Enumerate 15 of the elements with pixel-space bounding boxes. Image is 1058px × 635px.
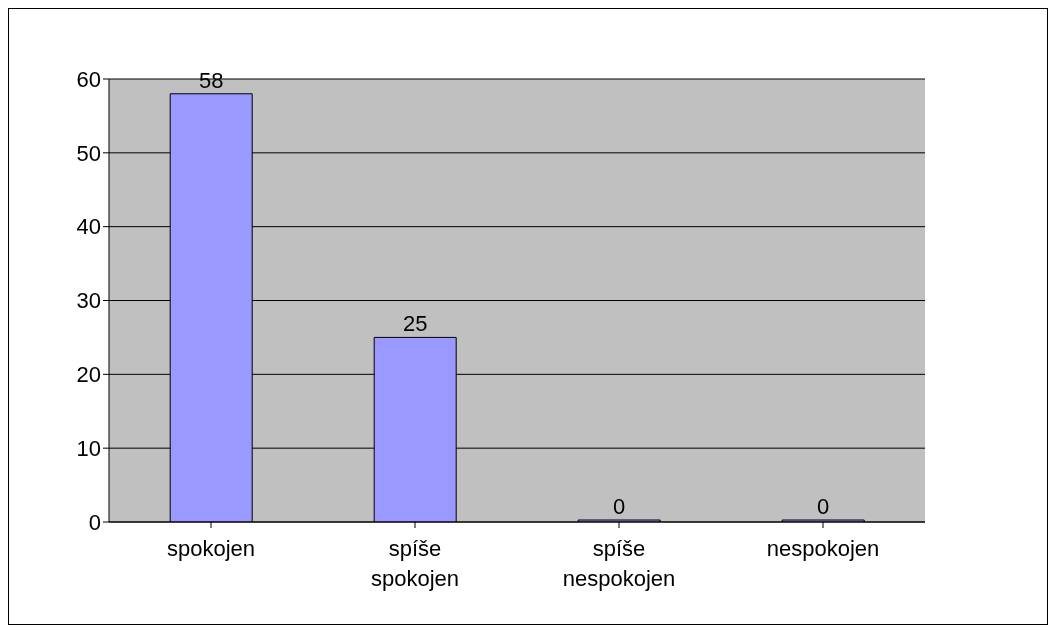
data-label: 0 [817, 494, 830, 519]
y-tick-label: 10 [76, 435, 101, 461]
x-tick-label: spokojen [166, 536, 256, 561]
y-tick-label: 20 [76, 362, 101, 388]
x-tick-label: spíše spokojen [370, 536, 460, 591]
y-tick-label: 30 [76, 288, 101, 314]
y-tick-label: 60 [76, 66, 101, 92]
x-tick-label: nespokojen [766, 536, 880, 561]
y-tick-label: 40 [76, 214, 101, 240]
x-tick-label: spíše nespokojen [562, 536, 676, 591]
data-label: 0 [613, 494, 626, 519]
data-label: 58 [198, 67, 224, 93]
y-tick-label: 50 [76, 140, 101, 166]
data-label: 25 [402, 311, 428, 337]
y-tick-label: 0 [88, 509, 101, 535]
